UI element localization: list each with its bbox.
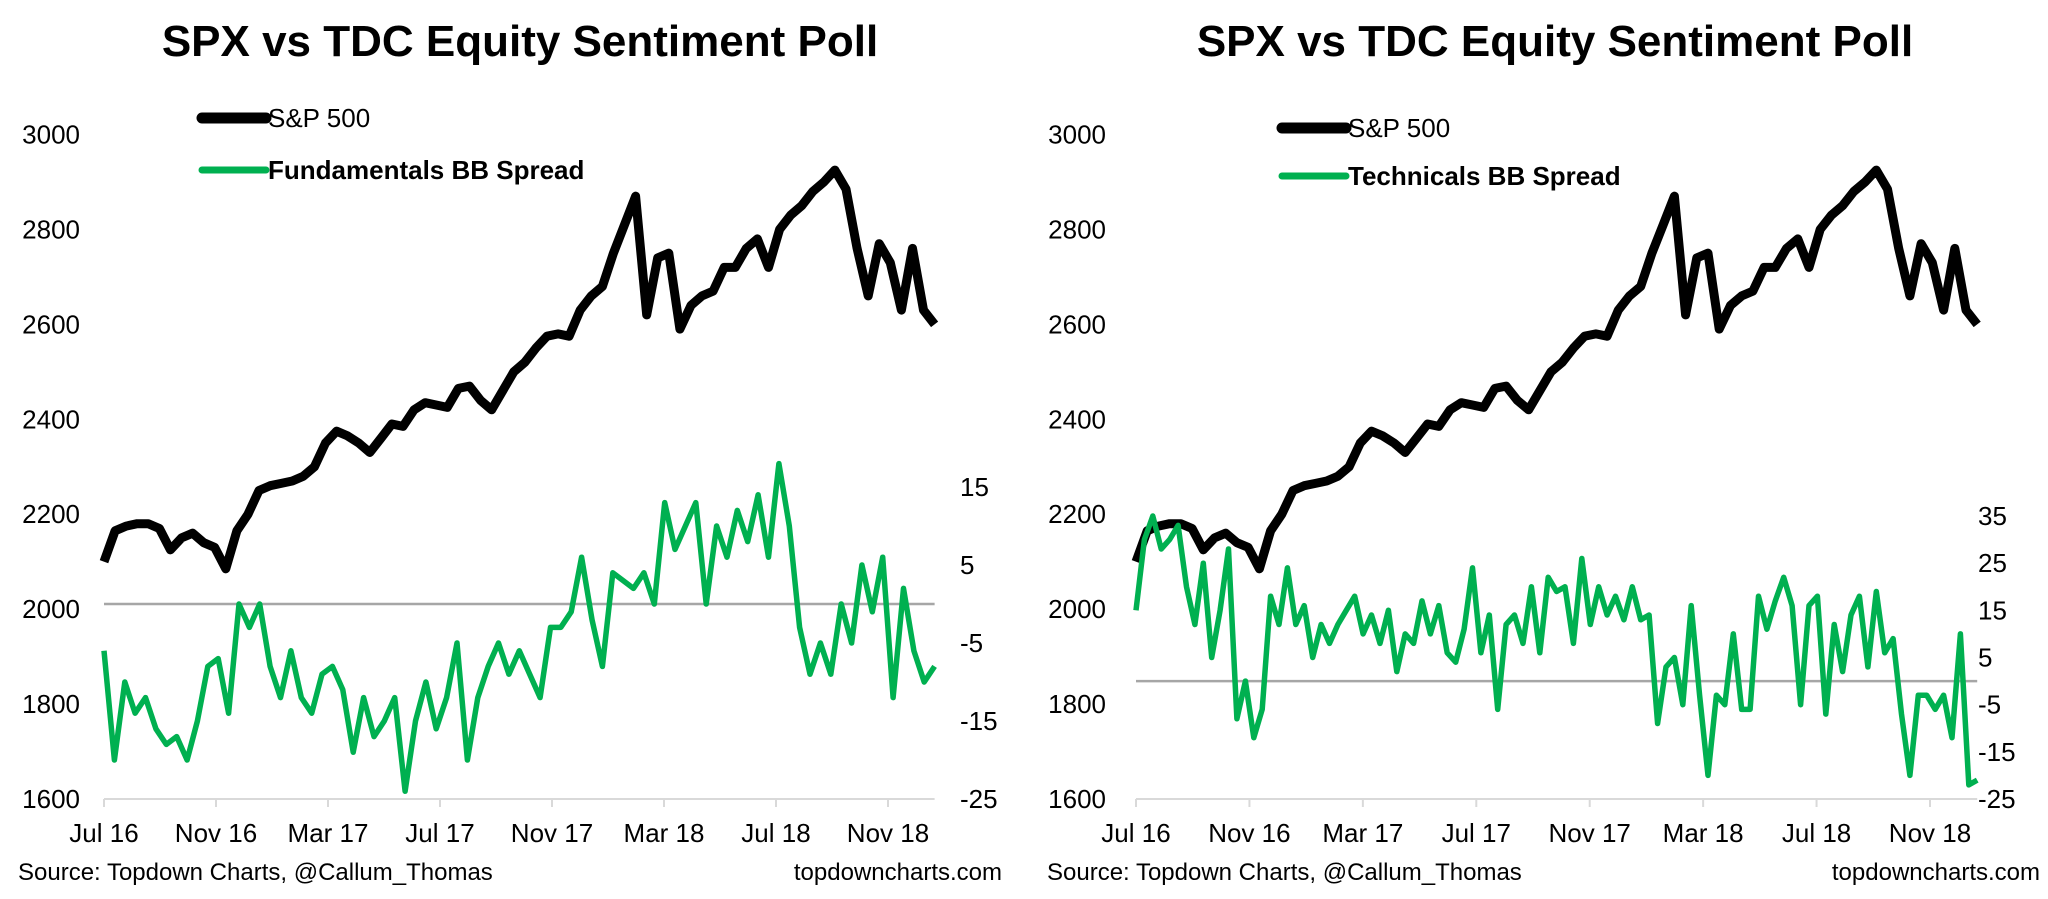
- y-right-tick-label: 25: [1978, 548, 2007, 578]
- y-left-tick-label: 1600: [1048, 784, 1106, 814]
- y-left-tick-label: 2400: [22, 404, 80, 434]
- x-tick-label: Mar 18: [1663, 818, 1744, 848]
- legend-label: S&P 500: [268, 103, 370, 133]
- chart-title: SPX vs TDC Equity Sentiment Poll: [1197, 17, 1913, 66]
- y-left-tick-label: 2400: [1048, 404, 1106, 434]
- y-left-tick-label: 2000: [1048, 594, 1106, 624]
- y-left-tick-label: 2200: [22, 499, 80, 529]
- y-left-tick-label: 2800: [22, 214, 80, 244]
- y-left-tick-label: 1600: [22, 784, 80, 814]
- x-tick-label: Nov 18: [847, 818, 929, 848]
- y-right-tick-label: -15: [960, 706, 998, 736]
- x-tick-label: Nov 17: [511, 818, 593, 848]
- y-right-tick-label: -5: [960, 628, 983, 658]
- y-right-tick-label: 35: [1978, 501, 2007, 531]
- x-tick-label: Jul 17: [1442, 818, 1511, 848]
- x-tick-label: Jul 16: [1101, 818, 1170, 848]
- x-tick-label: Jul 18: [1782, 818, 1851, 848]
- x-tick-label: Nov 18: [1889, 818, 1971, 848]
- x-tick-label: Mar 18: [624, 818, 705, 848]
- x-tick-label: Mar 17: [288, 818, 369, 848]
- y-right-tick-label: 5: [960, 550, 974, 580]
- x-tick-label: Mar 17: [1322, 818, 1403, 848]
- y-right-tick-label: 15: [960, 472, 989, 502]
- chart-panel-1: SPX vs TDC Equity Sentiment Poll 3000 2800…: [18, 17, 1002, 886]
- y-left-tick-label: 1800: [1048, 689, 1106, 719]
- y-left-tick-label: 2200: [1048, 499, 1106, 529]
- legend-label: Technicals BB Spread: [1348, 161, 1621, 191]
- chart-title: SPX vs TDC Equity Sentiment Poll: [162, 17, 878, 66]
- y-right-tick-label: 15: [1978, 595, 2007, 625]
- legend-label: Fundamentals BB Spread: [268, 155, 584, 185]
- y-left-tick-label: 2600: [22, 309, 80, 339]
- source-note: Source: Topdown Charts, @Callum_Thomas: [18, 859, 493, 886]
- chart-panel-2: SPX vs TDC Equity Sentiment Poll 3000 2800…: [1047, 17, 2040, 886]
- series-line-spread: [1133, 513, 1979, 788]
- y-left-tick-label: 1800: [22, 689, 80, 719]
- source-note: Source: Topdown Charts, @Callum_Thomas: [1047, 859, 1522, 886]
- site-credit: topdowncharts.com: [1832, 859, 2040, 886]
- series-line-spx: [1131, 165, 1981, 574]
- y-right-tick-label: -5: [1978, 690, 2001, 720]
- y-right-tick-label: -25: [960, 784, 998, 814]
- y-right-tick-label: 5: [1978, 643, 1992, 673]
- y-left-tick-label: 2000: [22, 594, 80, 624]
- series-line-spx: [99, 165, 939, 574]
- series-line-spread: [101, 460, 937, 794]
- x-tick-label: Nov 17: [1549, 818, 1631, 848]
- x-tick-label: Nov 16: [175, 818, 257, 848]
- x-tick-label: Jul 17: [405, 818, 474, 848]
- y-left-tick-label: 3000: [1048, 120, 1106, 150]
- site-credit: topdowncharts.com: [794, 859, 1002, 886]
- y-left-tick-label: 3000: [22, 120, 80, 150]
- x-tick-label: Jul 18: [741, 818, 810, 848]
- y-left-tick-label: 2600: [1048, 309, 1106, 339]
- x-tick-label: Nov 16: [1208, 818, 1290, 848]
- y-right-tick-label: -25: [1978, 784, 2016, 814]
- x-tick-label: Jul 16: [69, 818, 138, 848]
- legend-label: S&P 500: [1348, 113, 1450, 143]
- y-right-tick-label: -15: [1978, 737, 2016, 767]
- y-left-tick-label: 2800: [1048, 214, 1106, 244]
